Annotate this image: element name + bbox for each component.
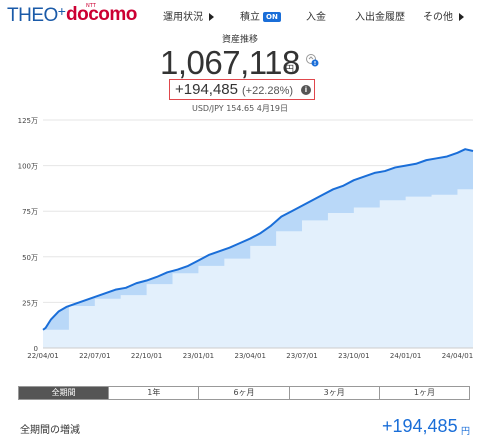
- x-tick-label: 23/01/01: [183, 352, 214, 360]
- brand-name: THEO: [7, 5, 58, 26]
- nav-item-other-label: その他: [423, 12, 453, 23]
- info-icon[interactable]: i: [301, 85, 311, 95]
- brand-plus: +: [57, 3, 66, 19]
- y-tick-label: 25万: [22, 299, 38, 307]
- gain-box: +194,485 (+22.28%) i: [169, 79, 315, 100]
- chevron-right-icon: [459, 13, 464, 21]
- x-tick-label: 22/04/01: [27, 352, 58, 360]
- y-tick-label: 50万: [22, 254, 38, 262]
- period-tabs: 全期間 1年 6ヶ月 3ヶ月 1ヶ月: [18, 386, 470, 400]
- x-tick-label: 22/10/01: [131, 352, 162, 360]
- tab-1-month[interactable]: 1ヶ月: [378, 387, 470, 399]
- nav-item-deposit-label: 入金: [306, 12, 326, 23]
- y-tick-label: 100万: [18, 163, 38, 171]
- value-line: [42, 148, 474, 331]
- tab-all-period[interactable]: 全期間: [19, 387, 109, 399]
- asset-chart-svg: 0 25万 50万 75万 100万 125万 22/04/01 22/07/01 22/10/…: [18, 117, 474, 360]
- principal-area: [43, 189, 473, 348]
- x-tick-label: 23/10/01: [338, 352, 369, 360]
- nav-item-history[interactable]: 入出金履歴: [355, 8, 405, 23]
- nav-item-history-label: 入出金履歴: [355, 12, 405, 23]
- partner-superscript: NTT: [86, 3, 96, 9]
- nav-item-status[interactable]: 運用状況: [163, 8, 214, 23]
- tab-3-months[interactable]: 3ヶ月: [288, 387, 379, 399]
- asset-chart: 0 25万 50万 75万 100万 125万 22/04/01 22/07/01 22/10/…: [0, 112, 480, 362]
- period-change-unit: 円: [461, 427, 471, 437]
- nav-item-deposit[interactable]: 入金: [306, 8, 326, 23]
- theo-logo[interactable]: THEO+: [7, 3, 66, 27]
- total-assets-unit: 円: [285, 65, 295, 75]
- x-tick-label: 24/04/01: [442, 352, 473, 360]
- total-assets-value: 1,067,118: [160, 44, 300, 81]
- gain-value: +194,485 (+22.28%): [175, 81, 293, 98]
- x-tick-label: 23/07/01: [286, 352, 317, 360]
- section-title: 資産推移: [221, 35, 258, 45]
- nav-item-savings-label: 積立: [240, 12, 260, 23]
- gain-amount: +194,485: [175, 81, 238, 98]
- nav-item-status-label: 運用状況: [163, 12, 203, 23]
- nav-item-savings[interactable]: 積立 ON: [240, 8, 281, 23]
- y-tick-label: 125万: [18, 117, 38, 125]
- exchange-rate: USD/JPY 154.65 4月19日: [191, 104, 289, 113]
- period-change-value: +194,485: [382, 416, 458, 436]
- y-tick-label: 75万: [22, 208, 38, 216]
- savings-status-badge: ON: [263, 12, 281, 22]
- tab-6-months[interactable]: 6ヶ月: [198, 387, 289, 399]
- x-tick-label: 22/07/01: [79, 352, 110, 360]
- announcement-icon[interactable]: [305, 53, 319, 67]
- x-tick-label: 24/01/01: [390, 352, 421, 360]
- docomo-logo: docomo: [66, 4, 137, 25]
- nav-item-other[interactable]: その他: [423, 8, 464, 23]
- top-nav: THEO+ NTT docomo 運用状況 積立 ON 入金 入出金履歴 その他: [0, 0, 480, 30]
- chevron-right-icon: [209, 13, 214, 21]
- gain-percent: (+22.28%): [241, 85, 294, 97]
- tab-1-year[interactable]: 1年: [108, 387, 199, 399]
- period-change-label: 全期間の増減: [20, 425, 80, 436]
- x-tick-label: 23/04/01: [235, 352, 266, 360]
- y-tick-label: 0: [34, 345, 38, 353]
